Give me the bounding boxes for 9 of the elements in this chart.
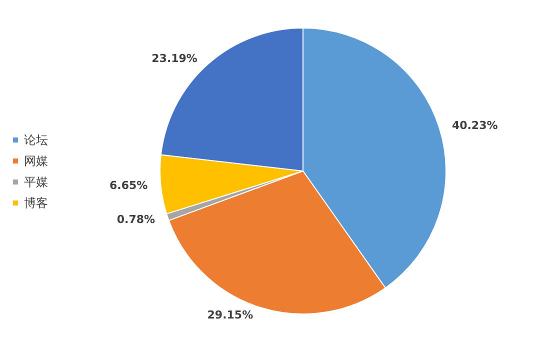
data-label: 6.65%	[110, 178, 148, 192]
legend-label: 论坛	[24, 133, 48, 147]
legend-label: 平媒	[24, 175, 48, 189]
data-label: 23.19%	[152, 52, 198, 65]
data-label: 29.15%	[207, 308, 254, 322]
data-label: 40.23%	[452, 118, 498, 132]
data-label: 0.78%	[116, 213, 156, 226]
legend-label: 博客	[24, 196, 48, 210]
legend-label: 网媒	[24, 154, 48, 168]
